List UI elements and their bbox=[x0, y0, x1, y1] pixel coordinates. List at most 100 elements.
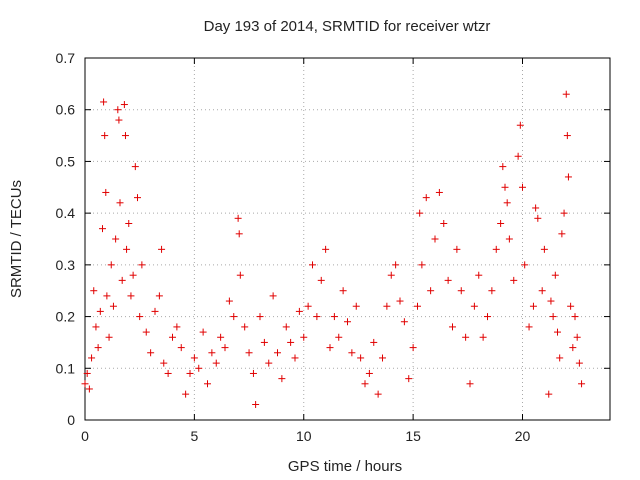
data-point bbox=[88, 354, 96, 362]
data-point bbox=[435, 188, 443, 196]
data-point bbox=[449, 323, 456, 331]
data-point bbox=[155, 292, 163, 300]
data-point bbox=[578, 380, 586, 388]
data-point bbox=[484, 313, 491, 321]
data-point bbox=[392, 261, 400, 269]
data-point bbox=[575, 359, 583, 367]
data-point bbox=[138, 261, 146, 269]
data-point bbox=[431, 235, 439, 243]
data-point bbox=[134, 194, 141, 202]
data-point bbox=[564, 173, 572, 181]
data-point bbox=[554, 328, 561, 336]
data-point bbox=[102, 188, 110, 196]
y-tick-label: 0.4 bbox=[56, 205, 76, 221]
data-point bbox=[225, 297, 233, 305]
data-point bbox=[173, 323, 181, 331]
data-point bbox=[379, 354, 386, 362]
data-point bbox=[416, 209, 424, 217]
data-point bbox=[514, 152, 522, 160]
data-point bbox=[414, 302, 421, 310]
data-point bbox=[282, 323, 290, 331]
y-tick-label: 0.2 bbox=[56, 309, 76, 325]
x-tick-label: 5 bbox=[190, 428, 198, 444]
data-point bbox=[422, 194, 430, 202]
tick-marks bbox=[84, 57, 610, 421]
data-point bbox=[265, 359, 273, 367]
data-point bbox=[291, 354, 299, 362]
data-point bbox=[558, 230, 566, 238]
data-point bbox=[195, 364, 203, 372]
data-point bbox=[409, 344, 417, 352]
data-point bbox=[164, 369, 172, 377]
data-point bbox=[83, 369, 91, 377]
data-point bbox=[245, 349, 253, 357]
x-axis-label: GPS time / hours bbox=[288, 458, 402, 475]
data-point bbox=[103, 292, 111, 300]
data-point bbox=[136, 313, 144, 321]
data-point bbox=[120, 101, 128, 109]
data-point bbox=[573, 333, 581, 341]
data-point bbox=[204, 380, 211, 388]
data-point bbox=[309, 261, 316, 269]
data-point bbox=[151, 307, 159, 315]
data-point bbox=[387, 271, 395, 279]
data-point bbox=[470, 302, 478, 310]
data-point bbox=[317, 276, 325, 284]
x-tick-label: 15 bbox=[405, 428, 421, 444]
data-point bbox=[326, 344, 334, 352]
data-point bbox=[475, 271, 483, 279]
data-point bbox=[532, 204, 540, 212]
data-point bbox=[169, 333, 176, 341]
data-point bbox=[549, 313, 557, 321]
data-point bbox=[147, 349, 155, 357]
data-point bbox=[335, 333, 343, 341]
data-point bbox=[361, 380, 369, 388]
data-point bbox=[547, 297, 555, 305]
grid-lines bbox=[85, 58, 610, 420]
data-point bbox=[538, 287, 546, 295]
data-point bbox=[199, 328, 207, 336]
data-point bbox=[278, 375, 286, 383]
data-point bbox=[521, 261, 529, 269]
data-point bbox=[501, 183, 509, 191]
data-point bbox=[370, 338, 378, 346]
data-point bbox=[142, 328, 150, 336]
data-point bbox=[466, 380, 474, 388]
data-points bbox=[81, 90, 586, 408]
data-point bbox=[300, 333, 308, 341]
data-point bbox=[374, 390, 382, 398]
data-point bbox=[560, 209, 568, 217]
data-point bbox=[129, 271, 137, 279]
data-point bbox=[160, 359, 168, 367]
data-point bbox=[249, 369, 257, 377]
data-point bbox=[85, 385, 93, 393]
y-tick-label: 0.3 bbox=[56, 257, 76, 273]
data-point bbox=[344, 318, 351, 326]
data-point bbox=[418, 261, 426, 269]
data-point bbox=[569, 344, 577, 352]
data-point bbox=[488, 287, 496, 295]
data-point bbox=[304, 302, 312, 310]
data-point bbox=[190, 354, 198, 362]
data-point bbox=[492, 245, 500, 253]
data-point bbox=[563, 132, 571, 140]
data-point bbox=[510, 276, 518, 284]
data-point bbox=[479, 333, 487, 341]
data-point bbox=[444, 276, 452, 284]
data-point bbox=[94, 344, 102, 352]
data-point bbox=[217, 333, 225, 341]
data-point bbox=[383, 302, 391, 310]
data-point bbox=[269, 292, 277, 300]
data-point bbox=[516, 121, 524, 129]
data-point bbox=[400, 318, 408, 326]
data-point bbox=[505, 235, 513, 243]
data-point bbox=[158, 245, 166, 253]
data-point bbox=[107, 261, 115, 269]
data-point bbox=[551, 271, 559, 279]
data-point bbox=[365, 369, 373, 377]
data-point bbox=[101, 132, 109, 140]
data-point bbox=[90, 287, 98, 295]
data-point bbox=[352, 302, 360, 310]
data-point bbox=[295, 307, 303, 315]
data-point bbox=[186, 369, 194, 377]
